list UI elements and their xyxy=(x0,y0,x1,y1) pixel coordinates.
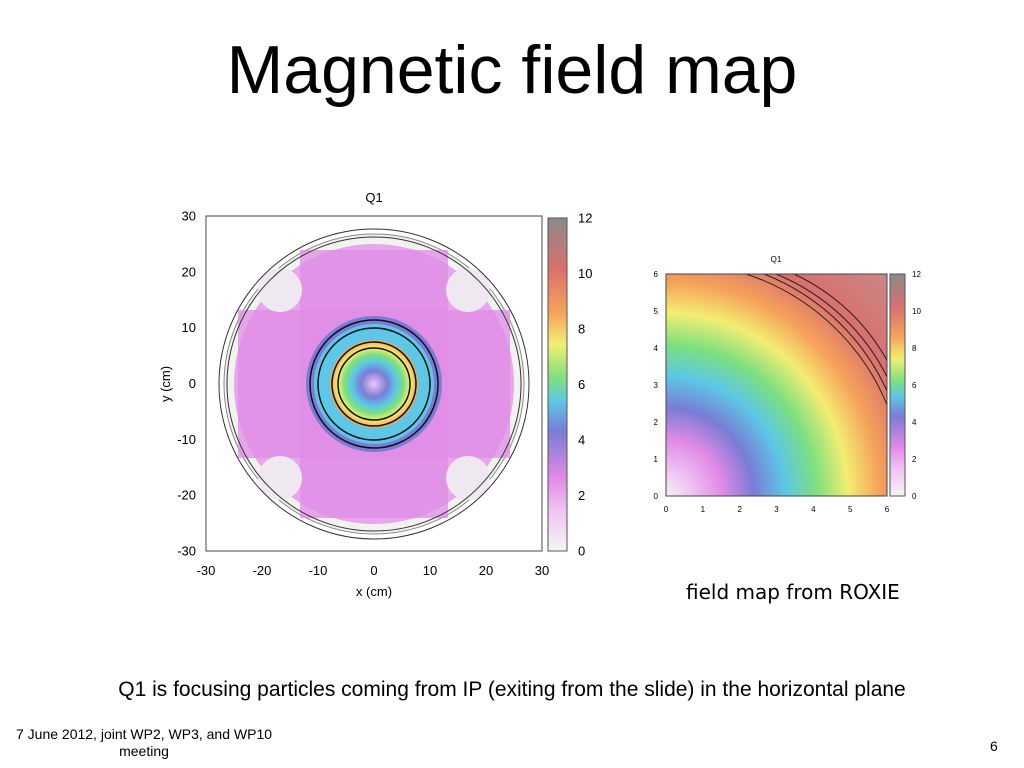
chart2-title: Q1 xyxy=(771,255,782,264)
colorbar-tick-label: 4 xyxy=(912,418,917,427)
x-tick-label: 2 xyxy=(737,505,742,514)
chart2-colorbar-ticks: 0 2 4 6 8 10 12 xyxy=(912,270,921,501)
colorbar-tick-label: 6 xyxy=(912,381,917,390)
x-tick-label: 0 xyxy=(664,505,669,514)
chart1-y-ticks: -30 -20 -10 0 10 20 30 xyxy=(177,209,196,559)
colorbar-tick-label: 0 xyxy=(912,492,917,501)
y-tick-label: 6 xyxy=(654,270,659,279)
y-tick-label: 0 xyxy=(189,376,196,391)
x-tick-label: 30 xyxy=(535,563,549,578)
colorbar-tick-label: 2 xyxy=(578,488,585,503)
y-tick-label: -10 xyxy=(177,432,196,447)
y-tick-label: 20 xyxy=(182,264,196,279)
x-tick-label: 5 xyxy=(848,505,853,514)
figure-caption: field map from ROXIE xyxy=(686,580,900,604)
chart2-x-ticks: 0 1 2 3 4 5 6 xyxy=(664,505,890,514)
x-tick-label: -20 xyxy=(253,563,272,578)
x-tick-label: -30 xyxy=(197,563,216,578)
y-tick-label: 3 xyxy=(654,381,659,390)
chart1-x-label: x (cm) xyxy=(356,584,392,599)
chart1-colorbar xyxy=(547,217,568,552)
y-tick-label: 10 xyxy=(182,320,196,335)
chart1-title: Q1 xyxy=(365,190,382,205)
chart1-colorbar-ticks: 0 2 4 6 8 10 12 xyxy=(578,211,592,559)
chart1-x-ticks: -30 -20 -10 0 10 20 30 xyxy=(197,563,550,578)
x-tick-label: 6 xyxy=(885,505,890,514)
y-tick-label: -20 xyxy=(177,488,196,503)
x-tick-label: 20 xyxy=(479,563,493,578)
colorbar-tick-label: 2 xyxy=(912,455,917,464)
y-tick-label: 2 xyxy=(654,418,659,427)
colorbar-tick-label: 0 xyxy=(578,544,585,559)
y-tick-label: 1 xyxy=(654,455,659,464)
colorbar-tick-label: 6 xyxy=(578,377,585,392)
y-tick-label: 30 xyxy=(182,209,196,224)
x-tick-label: 10 xyxy=(423,563,437,578)
x-tick-label: 4 xyxy=(811,505,816,514)
y-tick-label: 0 xyxy=(654,492,659,501)
y-tick-label: -30 xyxy=(177,544,196,559)
y-tick-label: 5 xyxy=(654,307,659,316)
chart2-y-ticks: 0 1 2 3 4 5 6 xyxy=(654,270,659,501)
colorbar-tick-label: 8 xyxy=(578,322,585,337)
x-tick-label: 3 xyxy=(774,505,779,514)
page-number: 6 xyxy=(990,738,998,754)
chart1-y-label: y (cm) xyxy=(158,366,173,402)
colorbar-tick-label: 10 xyxy=(912,307,921,316)
footer-meeting-info: 7 June 2012, joint WP2, WP3, and WP10 me… xyxy=(15,726,273,759)
colorbar-tick-label: 12 xyxy=(578,211,592,226)
slide-statement: Q1 is focusing particles coming from IP … xyxy=(118,678,906,701)
colorbar-tick-label: 8 xyxy=(912,344,917,353)
x-tick-label: 0 xyxy=(370,563,377,578)
colorbar-tick-label: 10 xyxy=(578,266,592,281)
colorbar-tick-label: 4 xyxy=(578,433,585,448)
x-tick-label: 1 xyxy=(701,505,706,514)
slide-title: Magnetic field map xyxy=(226,32,798,108)
x-tick-label: -10 xyxy=(309,563,328,578)
chart2-colorbar xyxy=(889,273,906,497)
y-tick-label: 4 xyxy=(654,344,659,353)
colorbar-tick-label: 12 xyxy=(912,270,921,279)
